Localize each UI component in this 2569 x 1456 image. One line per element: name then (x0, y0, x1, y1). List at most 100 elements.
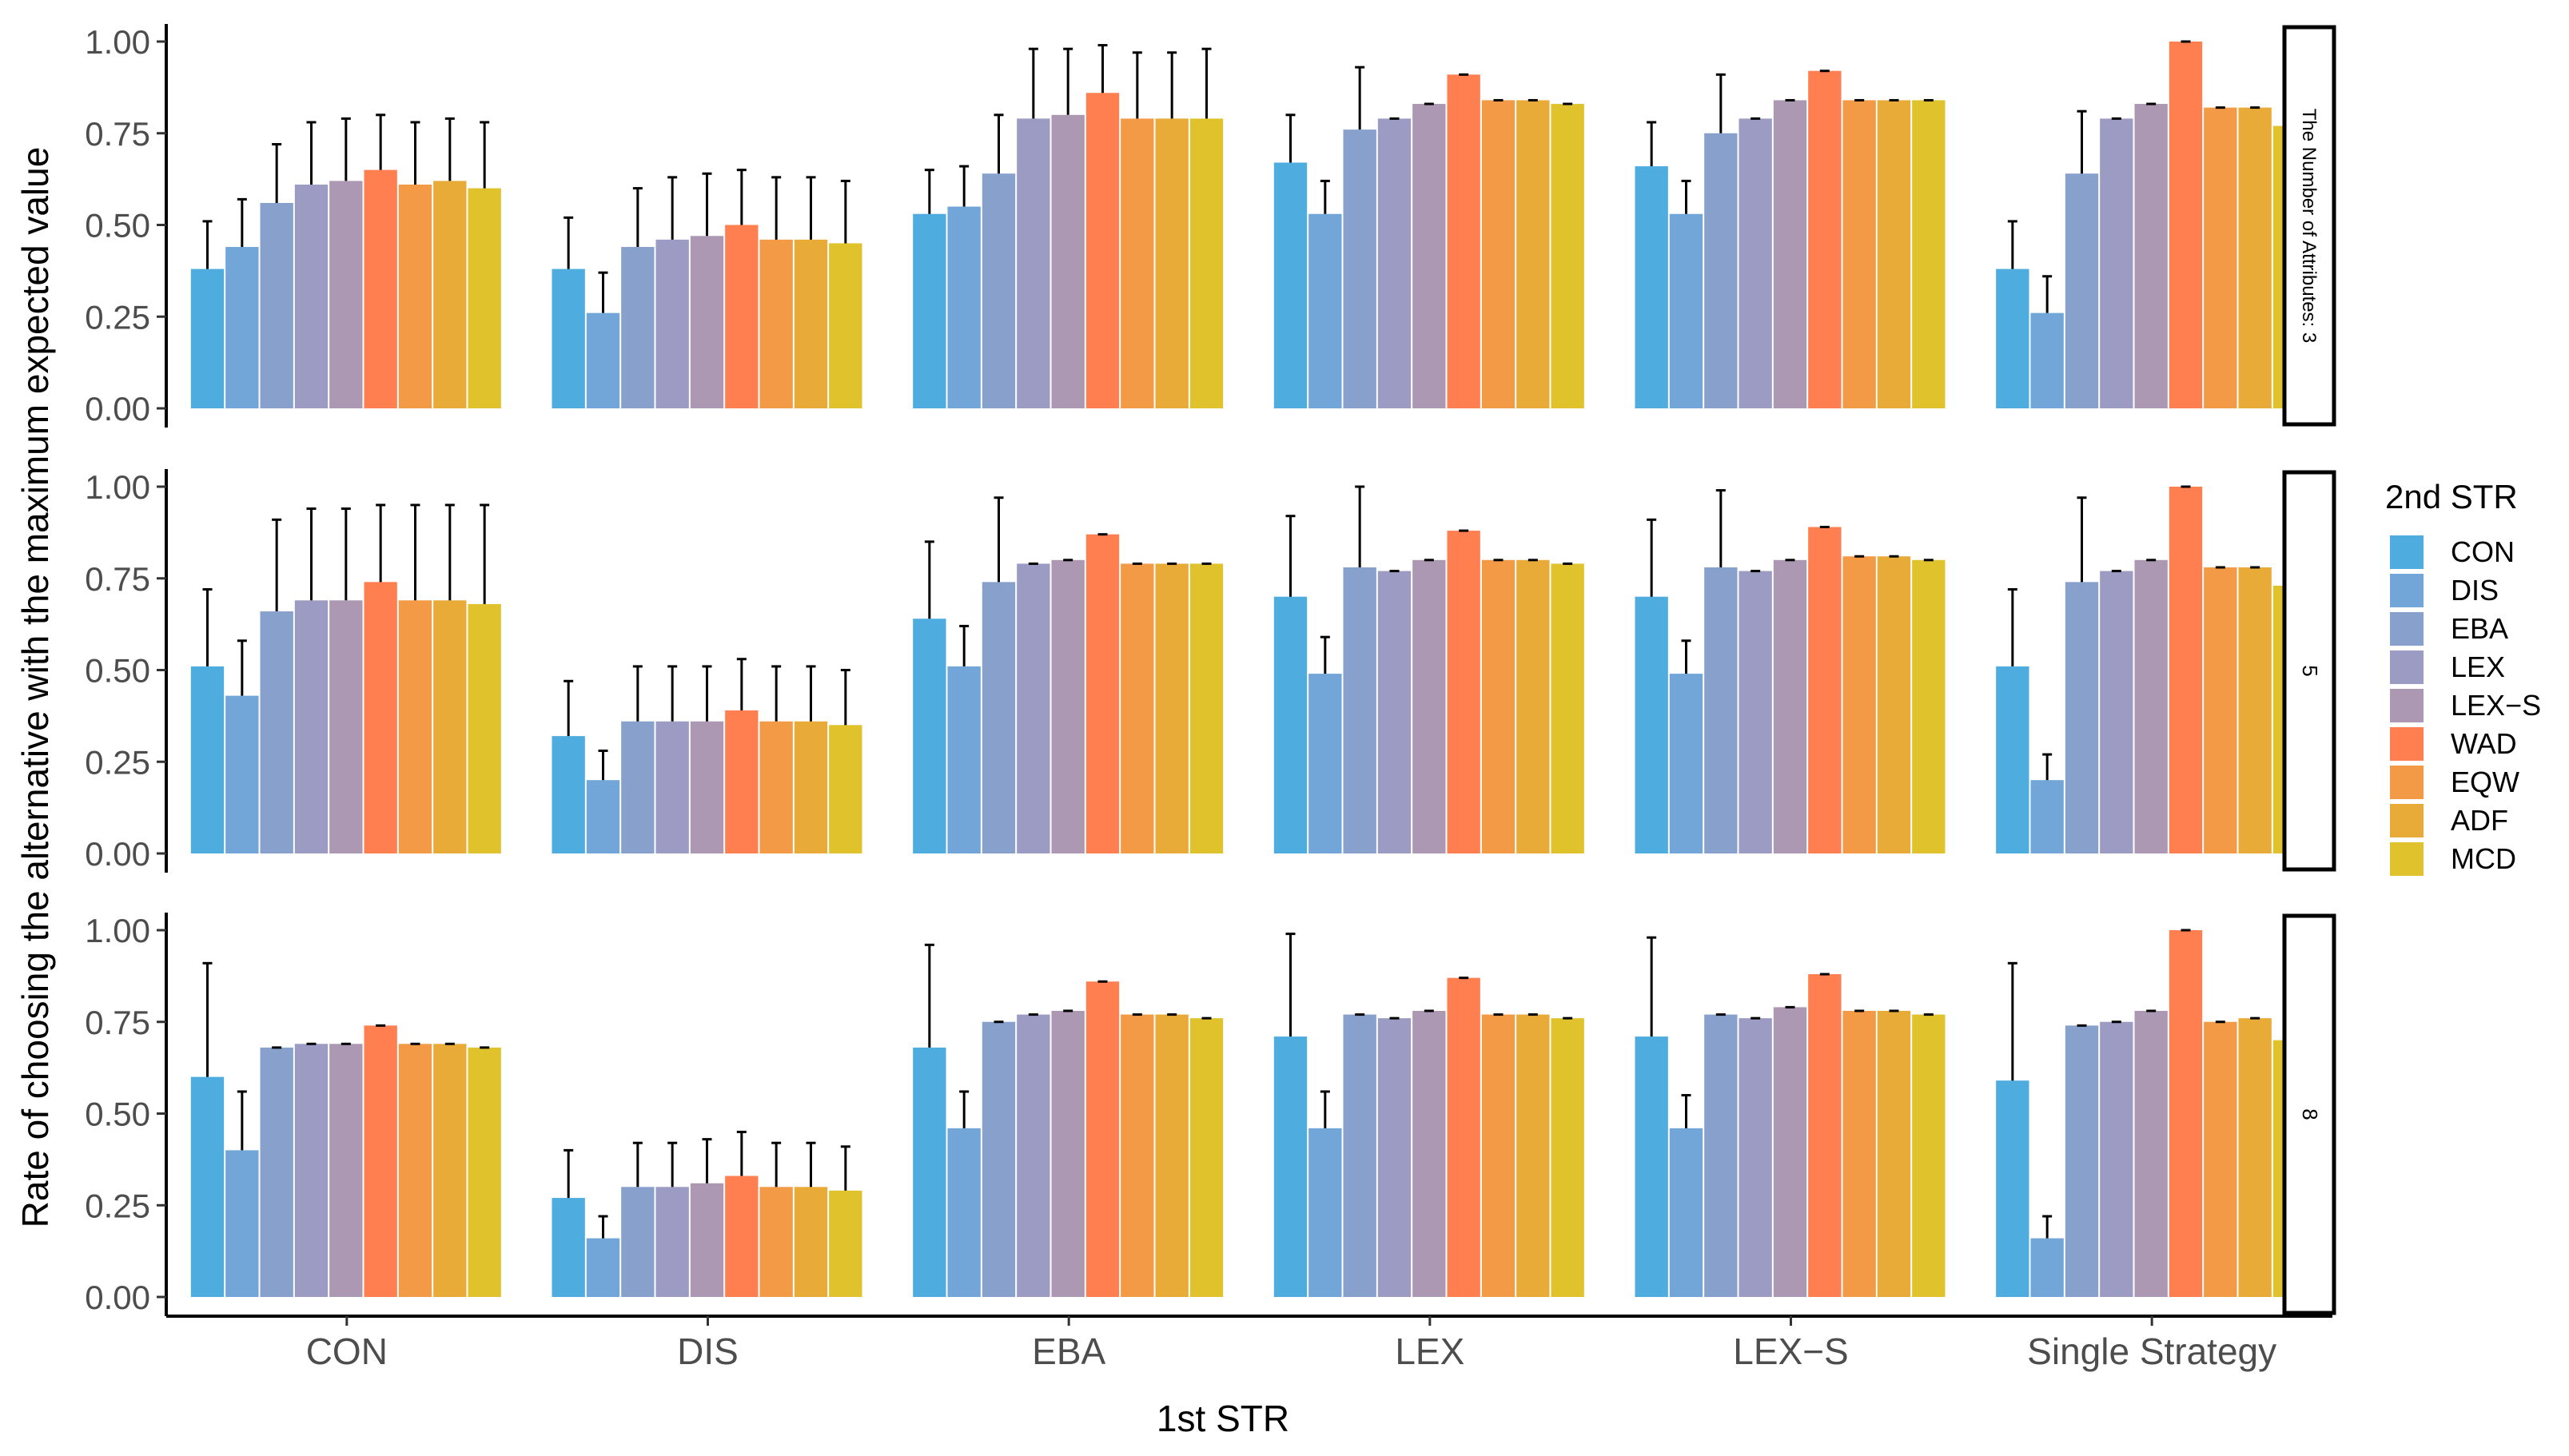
bar (829, 243, 862, 408)
bar (1635, 1036, 1668, 1297)
bar (468, 603, 501, 853)
facet-strip (2282, 913, 2336, 1315)
bar (398, 600, 432, 853)
bar-group-eba (913, 44, 1224, 409)
bar (1551, 1018, 1584, 1297)
bar (1877, 100, 1911, 408)
bar (655, 1187, 689, 1297)
bar (398, 185, 432, 408)
bar (829, 725, 862, 853)
bar (329, 600, 363, 853)
bar (759, 1187, 793, 1297)
bar (552, 736, 585, 853)
legend-swatch (2390, 650, 2424, 684)
bar (433, 1044, 467, 1297)
bar (2065, 173, 2099, 409)
bar (1996, 269, 2029, 408)
bar (1481, 559, 1516, 853)
bar (1481, 100, 1516, 408)
bar (1447, 977, 1480, 1297)
bar (1516, 559, 1550, 853)
bar (1155, 1014, 1189, 1297)
bar (1447, 74, 1480, 408)
bar (725, 1176, 759, 1297)
bar (260, 202, 293, 408)
bar (1377, 118, 1412, 408)
bar (2204, 567, 2237, 853)
bar (1704, 1014, 1738, 1297)
bar (794, 239, 828, 408)
bar (2134, 559, 2168, 853)
facet-strip (2282, 470, 2336, 872)
bar (1773, 559, 1807, 853)
panel-2 (190, 485, 2307, 853)
bar (621, 247, 655, 408)
y-tick-label: 0.00 (85, 1279, 150, 1316)
bar (794, 1187, 828, 1297)
bar (1996, 1080, 2029, 1297)
bar (1877, 556, 1911, 853)
bar (1273, 596, 1308, 853)
bar (190, 269, 225, 408)
x-axis-title: 1st STR (1157, 1398, 1289, 1439)
bar (690, 236, 724, 408)
legend-swatch (2390, 535, 2424, 569)
bar (1017, 563, 1050, 853)
facet-strip (2282, 25, 2336, 427)
bar (2065, 582, 2099, 853)
bar (1481, 1014, 1516, 1297)
bar-group-dis (552, 1130, 862, 1297)
bar (1773, 100, 1807, 408)
bar (2100, 1021, 2133, 1297)
bar (433, 600, 467, 853)
bar (1808, 527, 1842, 853)
bar (982, 173, 1016, 409)
bar (982, 1021, 1016, 1297)
y-tick-label: 0.25 (85, 298, 150, 336)
legend-label: DIS (2451, 574, 2499, 607)
bar (1739, 1018, 1772, 1297)
bar (1085, 93, 1120, 408)
bar (1343, 567, 1376, 853)
bar (190, 1076, 225, 1297)
y-tick-label: 0.25 (85, 1187, 150, 1224)
bar (1739, 571, 1772, 853)
bar (829, 1190, 862, 1297)
y-tick-label: 0.25 (85, 743, 150, 781)
bar (2169, 930, 2203, 1297)
bar (1551, 104, 1584, 408)
bar (1912, 100, 1946, 408)
bar (1412, 559, 1446, 853)
bar (1669, 1128, 1703, 1297)
bar (690, 721, 724, 853)
bar-group-con (190, 961, 501, 1297)
bar (294, 185, 329, 408)
bar (1635, 166, 1668, 408)
bar (913, 213, 946, 408)
bar (1808, 974, 1842, 1297)
bar (586, 780, 620, 853)
y-tick-label: 1.00 (85, 468, 150, 506)
bar (1447, 531, 1480, 853)
bar (1773, 1007, 1807, 1297)
bar (364, 169, 397, 408)
legend-swatch (2390, 766, 2424, 799)
bar-group-dis (552, 169, 862, 408)
bar (552, 269, 585, 408)
y-tick-label: 0.75 (85, 560, 150, 598)
bar (1912, 559, 1946, 853)
y-tick-label: 1.00 (85, 912, 150, 949)
x-tick-label: DIS (677, 1331, 739, 1372)
bar (2030, 312, 2064, 408)
bar-group-lex (1273, 485, 1584, 853)
bar (1051, 559, 1085, 853)
bar (1739, 118, 1772, 408)
bar (2238, 107, 2272, 408)
bar (1273, 1036, 1308, 1297)
bar (190, 666, 225, 853)
bar (1377, 1018, 1412, 1297)
bar (2065, 1025, 2099, 1297)
bar (725, 710, 759, 853)
bar (1121, 563, 1154, 853)
bar (2134, 104, 2168, 408)
